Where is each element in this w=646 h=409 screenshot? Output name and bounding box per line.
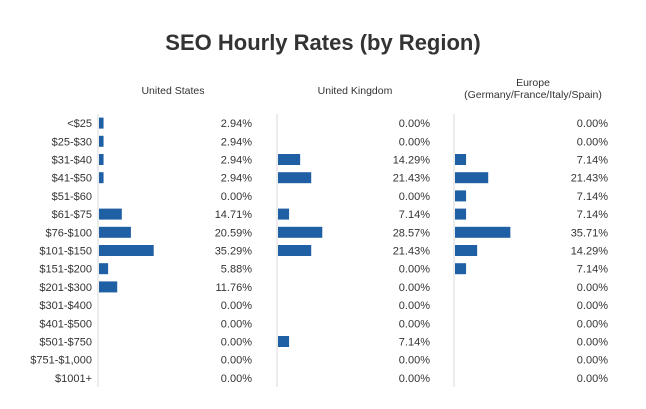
bar-0-7 xyxy=(99,245,154,256)
category-label: $201-$300 xyxy=(39,282,92,294)
bar-0-8 xyxy=(99,263,109,275)
value-label-2-13: 0.00% xyxy=(577,355,608,367)
category-label: $101-$150 xyxy=(39,246,92,258)
category-label: $41-$50 xyxy=(52,173,92,185)
series-title-2-line-0: Europe xyxy=(516,77,550,89)
value-label-2-14: 0.00% xyxy=(577,373,608,385)
bar-2-2 xyxy=(455,154,467,165)
bar-1-6 xyxy=(278,226,323,238)
category-label: $25-$30 xyxy=(52,136,92,148)
value-label-1-0: 0.00% xyxy=(399,118,430,130)
value-label-2-10: 0.00% xyxy=(577,300,608,312)
value-label-1-10: 0.00% xyxy=(399,300,430,312)
bar-2-7 xyxy=(455,245,478,256)
value-label-0-0: 2.94% xyxy=(221,118,252,130)
category-label: $76-$100 xyxy=(46,227,93,239)
value-label-2-6: 35.71% xyxy=(571,227,609,239)
bar-0-6 xyxy=(99,226,131,238)
value-label-0-6: 20.59% xyxy=(215,227,253,239)
chart-title: SEO Hourly Rates (by Region) xyxy=(165,30,480,55)
value-label-0-4: 0.00% xyxy=(221,191,252,203)
value-label-0-9: 11.76% xyxy=(216,282,253,294)
value-label-2-0: 0.00% xyxy=(577,118,608,130)
value-label-1-12: 7.14% xyxy=(399,337,430,349)
panel-axes xyxy=(97,114,455,387)
value-label-1-14: 0.00% xyxy=(399,373,430,385)
value-label-1-3: 21.43% xyxy=(393,173,431,185)
value-label-2-1: 0.00% xyxy=(577,136,608,148)
series-title-1-line-0: United Kingdom xyxy=(318,85,393,97)
value-label-0-11: 0.00% xyxy=(221,318,252,330)
value-label-0-10: 0.00% xyxy=(221,300,252,312)
bars xyxy=(99,117,511,347)
value-label-1-8: 0.00% xyxy=(399,264,430,276)
value-label-1-11: 0.00% xyxy=(399,318,430,330)
value-label-0-1: 2.94% xyxy=(221,136,252,148)
value-label-0-12: 0.00% xyxy=(221,337,252,349)
bar-2-4 xyxy=(455,190,467,202)
category-label: $401-$500 xyxy=(39,318,92,330)
bar-0-9 xyxy=(99,281,118,293)
value-label-2-11: 0.00% xyxy=(577,318,608,330)
value-label-0-8: 5.88% xyxy=(221,264,252,276)
bar-2-8 xyxy=(455,263,467,275)
category-labels: <$25 $25-$30 $31-$40 $41-$50 $51-$60 $61-$75 $… xyxy=(30,118,92,385)
value-label-2-7: 14.29% xyxy=(571,246,609,258)
value-label-2-3: 21.43% xyxy=(571,173,609,185)
series-title-0-line-0: United States xyxy=(141,85,204,97)
category-label: $301-$400 xyxy=(39,300,92,312)
value-label-1-6: 28.57% xyxy=(393,227,431,239)
value-label-1-13: 0.00% xyxy=(399,355,430,367)
value-label-0-14: 0.00% xyxy=(221,373,252,385)
value-label-2-2: 7.14% xyxy=(577,155,608,167)
category-label: <$25 xyxy=(67,118,92,130)
value-label-0-7: 35.29% xyxy=(215,246,253,258)
category-label: $751-$1,000 xyxy=(30,355,92,367)
value-label-1-4: 0.00% xyxy=(399,191,430,203)
value-label-2-5: 7.14% xyxy=(577,209,608,221)
bar-0-3 xyxy=(99,172,104,184)
bar-0-0 xyxy=(99,117,104,129)
value-label-1-5: 7.14% xyxy=(399,209,430,221)
category-label: $1001+ xyxy=(55,373,92,385)
value-label-2-12: 0.00% xyxy=(577,337,608,349)
value-label-0-2: 2.94% xyxy=(221,155,252,167)
bar-1-3 xyxy=(278,172,312,184)
value-label-0-13: 0.00% xyxy=(221,355,252,367)
value-label-1-9: 0.00% xyxy=(399,282,430,294)
category-label: $501-$750 xyxy=(39,337,92,349)
value-label-0-5: 14.71% xyxy=(215,209,253,221)
category-label: $61-$75 xyxy=(52,209,92,221)
value-label-2-4: 7.14% xyxy=(577,191,608,203)
value-label-0-3: 2.94% xyxy=(221,173,252,185)
column-titles: United States United Kingdom Europe(German… xyxy=(141,77,601,101)
bar-1-5 xyxy=(278,208,290,220)
bar-2-6 xyxy=(455,226,511,238)
bar-2-5 xyxy=(455,208,467,220)
bar-0-2 xyxy=(99,154,104,165)
bar-1-2 xyxy=(278,154,301,165)
series-title-2-line-1: (Germany/France/Italy/Spain) xyxy=(464,89,602,101)
bar-2-3 xyxy=(455,172,489,184)
value-label-1-7: 21.43% xyxy=(393,246,431,258)
category-label: $51-$60 xyxy=(52,191,92,203)
value-label-2-8: 7.14% xyxy=(577,264,608,276)
category-label: $31-$40 xyxy=(52,155,92,167)
value-label-1-2: 14.29% xyxy=(393,155,431,167)
bar-0-5 xyxy=(99,208,122,220)
bar-1-7 xyxy=(278,245,312,256)
bar-0-1 xyxy=(99,135,104,147)
category-label: $151-$200 xyxy=(39,264,92,276)
value-label-2-9: 0.00% xyxy=(577,282,608,294)
value-label-1-1: 0.00% xyxy=(399,136,430,148)
bar-1-12 xyxy=(278,336,290,347)
value-labels: 2.94% 2.94% 2.94% 2.94% 0.00% 14.71% 20.59% 35.… xyxy=(215,118,609,385)
